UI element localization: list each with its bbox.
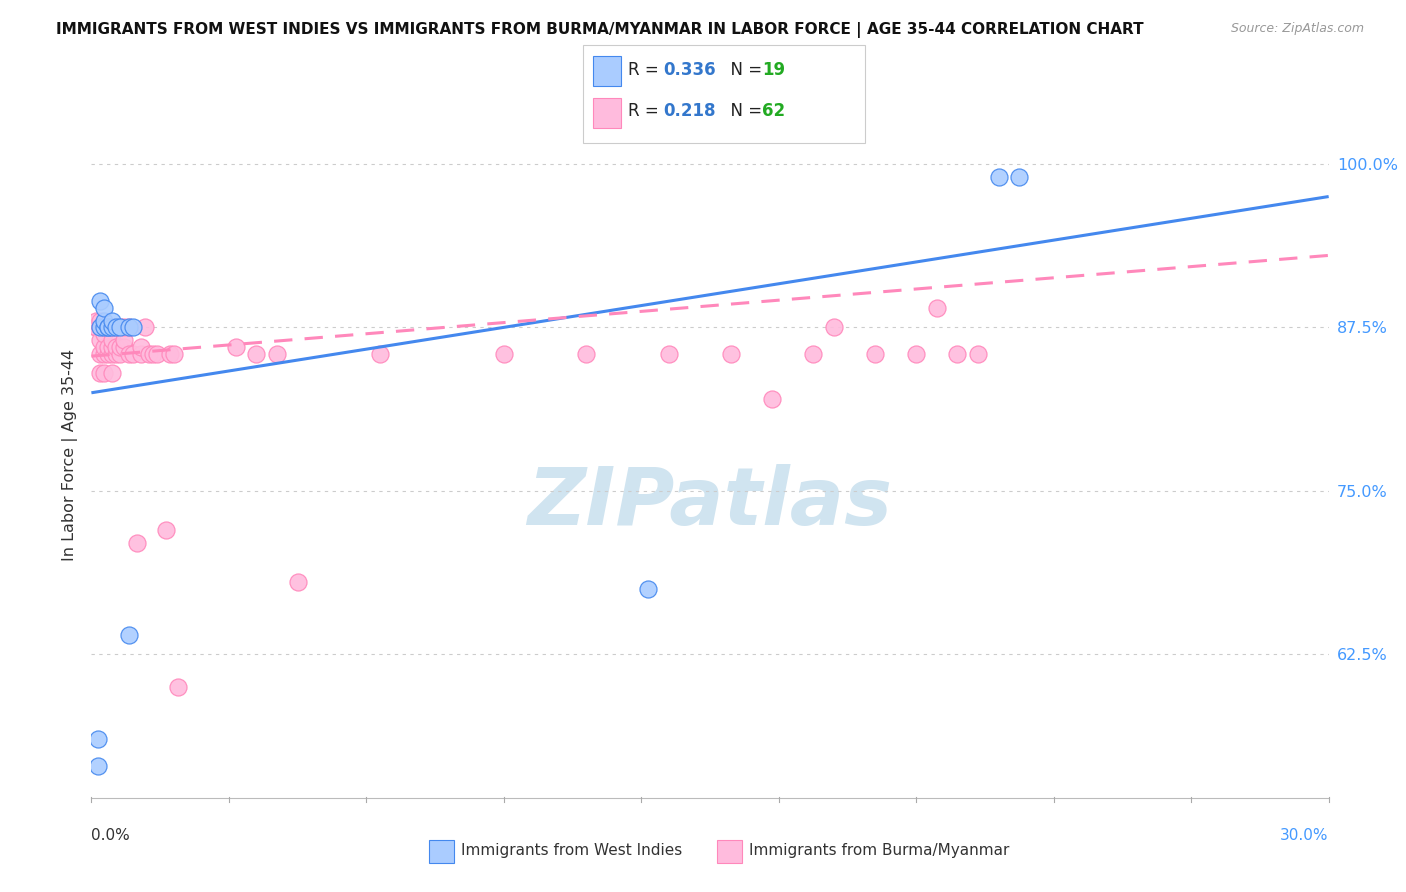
Text: R =: R = <box>628 103 665 120</box>
Text: ZIPatlas: ZIPatlas <box>527 464 893 542</box>
Point <box>89 346 111 360</box>
Point <box>987 169 1010 184</box>
Point <box>112 334 135 348</box>
Point <box>93 301 115 315</box>
Point <box>117 320 139 334</box>
Point <box>84 320 107 334</box>
Point <box>105 340 128 354</box>
Point <box>125 536 148 550</box>
Point <box>101 314 124 328</box>
Point <box>720 346 742 360</box>
Text: IMMIGRANTS FROM WEST INDIES VS IMMIGRANTS FROM BURMA/MYANMAR IN LABOR FORCE | AG: IMMIGRANTS FROM WEST INDIES VS IMMIGRANT… <box>56 22 1144 38</box>
Point <box>93 340 115 354</box>
Point <box>89 366 111 380</box>
Text: 0.336: 0.336 <box>664 61 716 78</box>
Point <box>167 680 190 694</box>
Point <box>101 320 124 334</box>
Point <box>1008 169 1031 184</box>
Point <box>105 346 128 360</box>
Point <box>93 326 115 341</box>
Point <box>155 523 177 537</box>
Point <box>863 346 886 360</box>
Point <box>84 314 107 328</box>
Point <box>575 346 598 360</box>
Point <box>110 320 132 334</box>
Point <box>112 320 135 334</box>
Point <box>967 346 990 360</box>
Point <box>97 340 120 354</box>
Point <box>101 334 124 348</box>
Point <box>142 346 165 360</box>
Point <box>105 320 128 334</box>
Point <box>129 346 152 360</box>
Point <box>823 320 845 334</box>
Point <box>761 392 783 407</box>
Point <box>658 346 681 360</box>
Point <box>110 346 132 360</box>
Point <box>93 314 115 328</box>
Text: 19: 19 <box>762 61 785 78</box>
Point <box>93 320 115 334</box>
Point <box>89 334 111 348</box>
Text: R =: R = <box>628 61 665 78</box>
Point <box>134 320 156 334</box>
Point <box>89 320 111 334</box>
Point <box>110 340 132 354</box>
Point <box>93 320 115 334</box>
Point <box>101 346 124 360</box>
Text: Immigrants from Burma/Myanmar: Immigrants from Burma/Myanmar <box>749 844 1010 858</box>
Point <box>129 340 152 354</box>
Text: 0.0%: 0.0% <box>91 828 131 843</box>
Text: 0.218: 0.218 <box>664 103 716 120</box>
Point <box>101 320 124 334</box>
Point <box>225 340 247 354</box>
Point <box>97 320 120 334</box>
Text: N =: N = <box>720 61 768 78</box>
Text: 30.0%: 30.0% <box>1281 828 1329 843</box>
Point <box>801 346 824 360</box>
Y-axis label: In Labor Force | Age 35-44: In Labor Force | Age 35-44 <box>62 349 77 561</box>
Point <box>146 346 169 360</box>
Point <box>101 340 124 354</box>
Point <box>266 346 288 360</box>
Point <box>97 320 120 334</box>
Point <box>905 346 928 360</box>
Point <box>245 346 267 360</box>
Point <box>86 732 108 747</box>
Point <box>121 320 143 334</box>
Point <box>492 346 515 360</box>
Point <box>89 320 111 334</box>
Point <box>93 366 115 380</box>
Point <box>117 628 139 642</box>
Point <box>97 346 120 360</box>
Point <box>97 320 120 334</box>
Text: 62: 62 <box>762 103 785 120</box>
Text: Source: ZipAtlas.com: Source: ZipAtlas.com <box>1230 22 1364 36</box>
Point <box>105 320 128 334</box>
Point <box>159 346 181 360</box>
Point <box>101 366 124 380</box>
Point <box>89 294 111 309</box>
Point <box>946 346 969 360</box>
Point <box>117 346 139 360</box>
Point <box>86 758 108 772</box>
Point <box>117 320 139 334</box>
Point <box>84 320 107 334</box>
Point <box>84 320 107 334</box>
Point <box>925 301 948 315</box>
Point <box>287 575 309 590</box>
Point <box>368 346 391 360</box>
Point <box>89 314 111 328</box>
Point <box>138 346 160 360</box>
Point <box>121 346 143 360</box>
Point <box>112 340 135 354</box>
Text: N =: N = <box>720 103 768 120</box>
Point <box>163 346 186 360</box>
Text: Immigrants from West Indies: Immigrants from West Indies <box>461 844 682 858</box>
Point <box>637 582 659 596</box>
Point <box>110 320 132 334</box>
Point <box>93 346 115 360</box>
